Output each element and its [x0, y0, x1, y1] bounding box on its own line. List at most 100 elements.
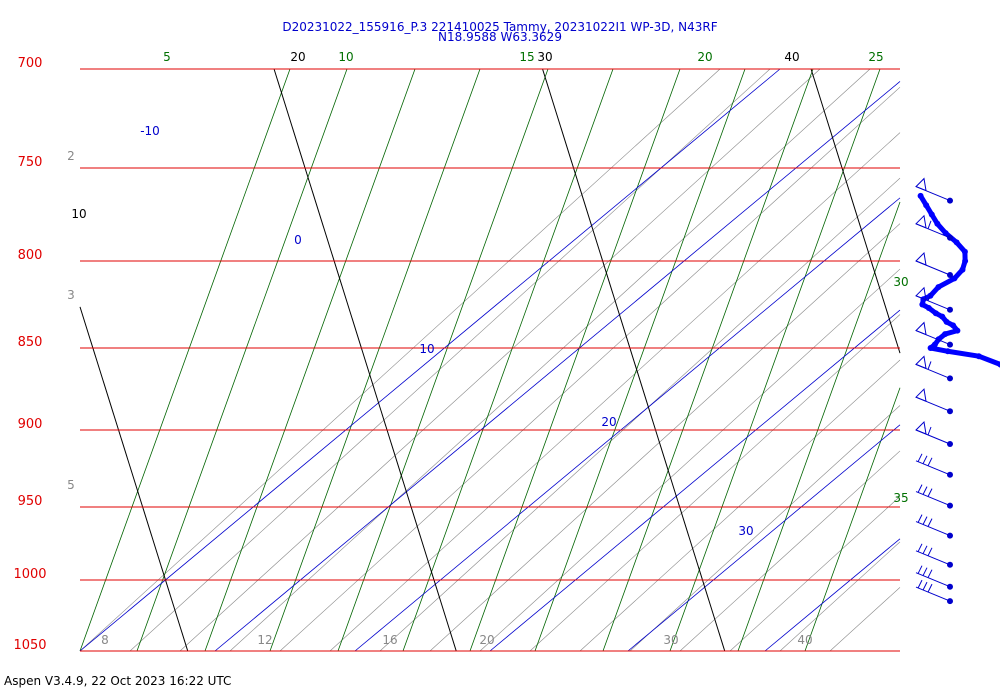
dry-adiabat-line [402, 68, 614, 652]
dry-adiabat-label-5: 5 [163, 50, 171, 64]
wind-barb-flag [927, 518, 933, 527]
dewpoint-profile-point [931, 341, 938, 348]
wet-adiabat-line [179, 68, 821, 652]
wind-barb-flag [927, 583, 933, 593]
wet-adiabat-line [129, 68, 771, 652]
wet-adiabat-line [79, 68, 721, 652]
wind-barb-flag [927, 547, 933, 557]
wind-barb-pennant [915, 321, 927, 336]
wind-barb-pennant [915, 388, 927, 402]
wind-barb-flag [927, 292, 932, 301]
dry-adiabat-line [269, 68, 481, 652]
isotherm-label-30: 30 [537, 50, 552, 64]
wind-barb-flag [917, 514, 923, 523]
dry-adiabat-label-30: 30 [893, 275, 908, 289]
dewpoint-profile-point [928, 211, 935, 218]
wind-barb-flag [917, 543, 923, 553]
mixing-ratio-line [489, 309, 901, 652]
wind-barb-flag [927, 361, 932, 370]
isobar-label-850: 850 [18, 335, 43, 350]
wind-barb-dot [947, 583, 953, 590]
dewpoint-profile-point [917, 192, 924, 199]
bottom-label-8: 8 [101, 633, 109, 647]
wind-barb-flag [922, 516, 928, 525]
mixing-ratio-label-30: 30 [738, 524, 753, 538]
wind-barb-staff [915, 491, 951, 507]
dry-adiabat-line [669, 68, 881, 652]
wind-barb-flag [922, 567, 928, 576]
dewpoint-profile-point [932, 310, 939, 317]
dewpoint-profile-point [939, 313, 946, 320]
isobar-label-700: 700 [18, 56, 43, 71]
wind-barb-staff [915, 550, 951, 566]
wind-barb-staff [915, 460, 951, 476]
dewpoint-profile-point [927, 345, 934, 351]
dewpoint-profile-point [925, 304, 932, 311]
wind-barb-dot [947, 561, 953, 568]
dewpoint-profile-point [953, 239, 960, 246]
wind-barb-dot [947, 532, 953, 539]
chart-title: D20231022_155916_P.3 221410025 Tammy, 20… [282, 20, 718, 34]
wind-barb-flag [917, 579, 923, 589]
wind-barb-flag [922, 455, 928, 465]
wet-adiabat-label-2: 2 [67, 149, 75, 163]
dewpoint-profile-point [942, 331, 949, 338]
wind-barb-dot [947, 341, 953, 348]
wet-adiabat-line [779, 541, 901, 652]
wet-adiabat-line [229, 68, 871, 652]
wet-adiabat-line [629, 405, 901, 652]
bottom-label-12: 12 [257, 633, 272, 647]
wind-barb-staff [915, 521, 951, 537]
dewpoint-profile-point [959, 266, 966, 273]
dry-adiabat-label-15: 15 [519, 50, 534, 64]
wind-barb-flag [917, 453, 923, 463]
wind-barb-pennant [915, 355, 927, 370]
wet-adiabat-line [579, 359, 901, 652]
wind-barb-dot [947, 441, 953, 447]
isobar-label-950: 950 [18, 494, 43, 509]
mixing-ratio-line [627, 424, 901, 652]
mixing-ratio-label--10: -10 [140, 124, 160, 138]
mixing-ratio-line [354, 197, 901, 652]
wind-barb-flag [917, 484, 923, 493]
dewpoint-profile-point [943, 318, 950, 325]
isobar-label-1000: 1000 [13, 567, 46, 582]
dewpoint-profile-point [942, 230, 949, 237]
bottom-label-20: 20 [479, 633, 494, 647]
bottom-label-40: 40 [797, 633, 812, 647]
mixing-ratio-line [764, 538, 901, 652]
dewpoint-profile-point [923, 202, 930, 209]
wet-adiabat-line [279, 86, 901, 652]
wet-adiabat-label-5: 5 [67, 478, 75, 492]
dry-adiabat-line [737, 201, 901, 652]
wet-adiabat-line [479, 268, 901, 652]
wind-barb-flag [927, 569, 933, 578]
wind-barb-pennant [915, 251, 927, 266]
isotherm-label-10: 10 [71, 207, 86, 221]
dry-adiabat-line [79, 68, 291, 652]
wind-barb-dot [947, 408, 953, 415]
wet-adiabat-line [429, 223, 901, 652]
bottom-label-30: 30 [663, 633, 678, 647]
dry-adiabat-line [136, 68, 348, 652]
dewpoint-profile-point [934, 220, 941, 227]
wet-adiabat-line [329, 132, 901, 652]
wind-barb-flag [922, 545, 928, 555]
wind-barb-flag [927, 220, 932, 229]
chart-subtitle: N18.9588 W63.3629 [438, 30, 562, 44]
wind-barb-flag [927, 457, 933, 467]
wind-barb-pennant [915, 286, 927, 301]
footer-version: Aspen V3.4.9, 22 Oct 2023 16:22 UTC [4, 674, 232, 688]
dry-adiabat-line [534, 68, 746, 652]
wet-adiabat-line [529, 314, 901, 652]
dewpoint-profile-point [944, 348, 951, 355]
isobar-label-750: 750 [18, 155, 43, 170]
wind-barb-dot [947, 197, 953, 204]
dry-adiabat-line [337, 68, 549, 652]
wind-barb-dot [947, 502, 953, 509]
wind-barb-dot [947, 598, 953, 605]
mixing-ratio-label-0: 0 [294, 233, 302, 247]
wind-barb-flag [927, 488, 933, 497]
wind-barb-pennant [915, 177, 927, 192]
